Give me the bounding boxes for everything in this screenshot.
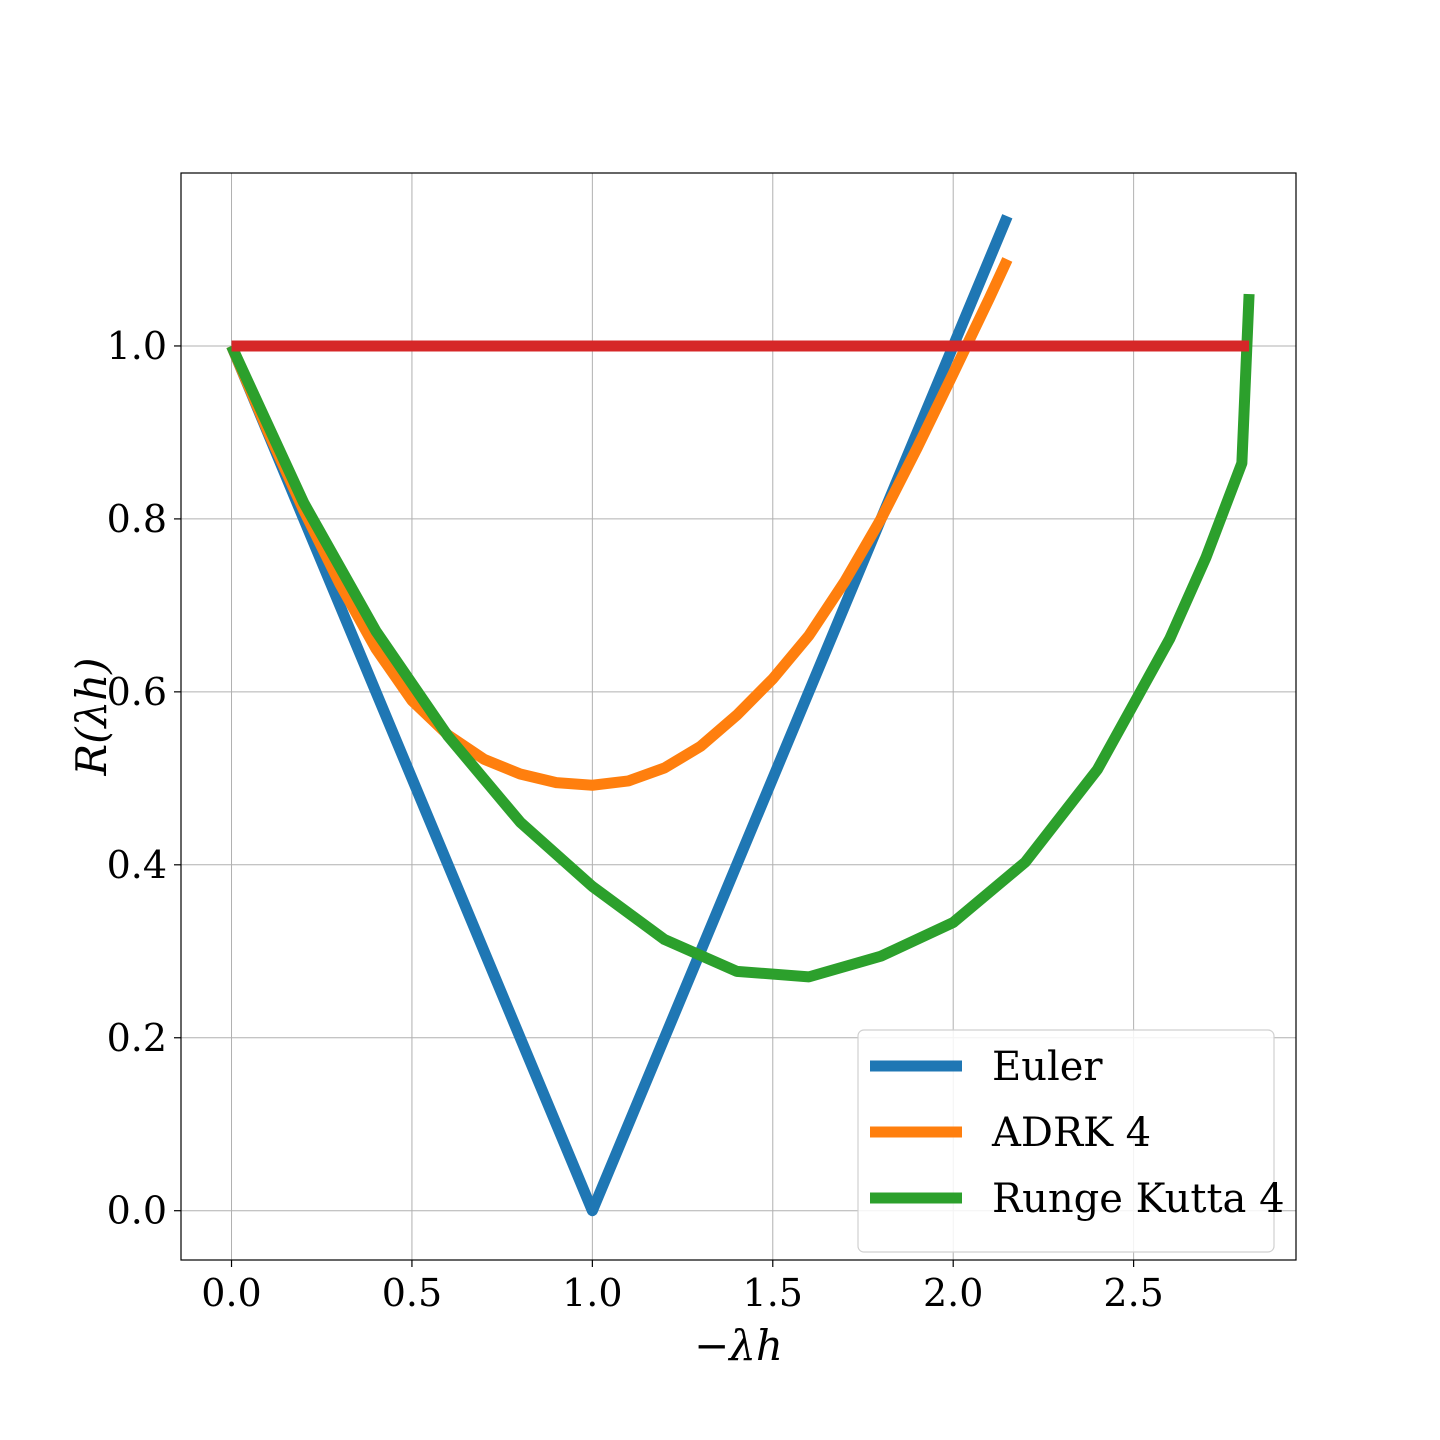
legend-label-adrk-4: ADRK 4 <box>991 1110 1151 1156</box>
legend: Euler ADRK 4 Runge Kutta 4 <box>857 1029 1285 1253</box>
x-tick-label-4: 2.0 <box>923 1271 983 1315</box>
y-tick-label-0: 0.0 <box>107 1189 167 1233</box>
y-tick-label-3: 0.6 <box>107 670 167 714</box>
x-axis-ticks: 0.0 0.5 1.0 1.5 2.0 2.5 <box>201 1260 1164 1315</box>
x-tick-label-2: 1.0 <box>562 1271 622 1315</box>
x-tick-label-0: 0.0 <box>201 1271 261 1315</box>
y-axis-ticks: 0.0 0.2 0.4 0.6 0.8 1.0 <box>107 324 181 1233</box>
x-tick-label-3: 1.5 <box>743 1271 803 1315</box>
series-layer <box>226 214 1255 1217</box>
plot-frame <box>180 172 1297 1261</box>
x-tick-label-5: 2.5 <box>1103 1271 1163 1315</box>
series-line-runge-kutta-4 <box>226 293 1255 983</box>
y-tick-label-1: 0.2 <box>107 1016 167 1060</box>
y-axis-label: R(λh) <box>67 657 116 776</box>
y-tick-label-4: 0.8 <box>107 497 167 541</box>
y-tick-label-5: 1.0 <box>107 324 167 368</box>
legend-label-runge-kutta-4: Runge Kutta 4 <box>992 1176 1285 1222</box>
x-axis-label: −λh <box>694 1321 783 1370</box>
y-tick-label-2: 0.4 <box>107 843 167 887</box>
legend-label-euler: Euler <box>992 1044 1103 1090</box>
x-tick-label-1: 0.5 <box>382 1271 442 1315</box>
series-line-adrk-4 <box>226 257 1013 791</box>
